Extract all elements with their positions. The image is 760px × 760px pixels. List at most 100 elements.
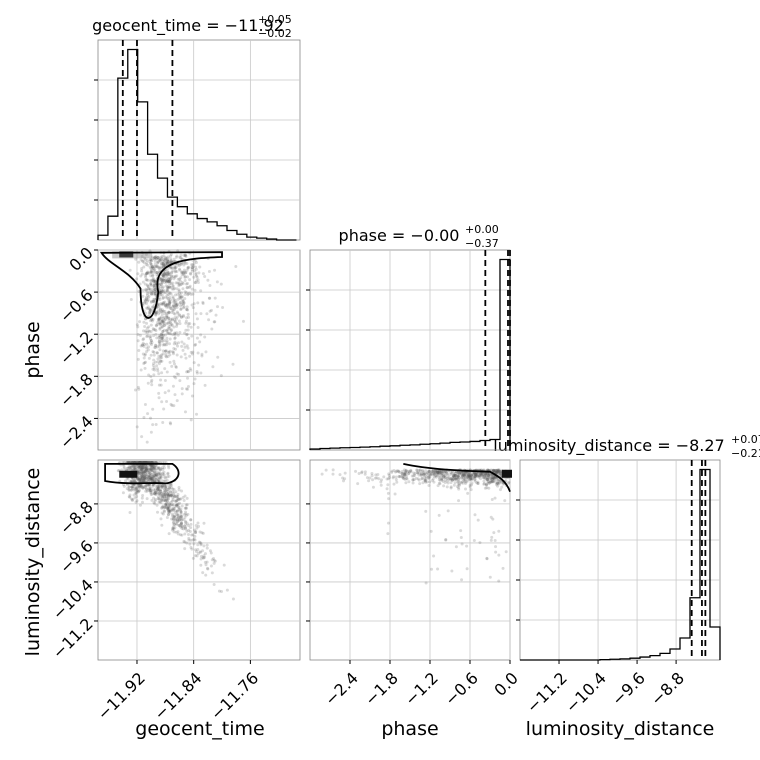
ld-vs-phase-scatter-point bbox=[497, 470, 501, 474]
ld-vs-geocent-scatter-point bbox=[157, 484, 161, 488]
ld-vs-phase-scatter-point bbox=[473, 477, 477, 481]
ld-vs-geocent-scatter-point bbox=[136, 477, 140, 481]
ld-vs-geocent-scatter-point bbox=[135, 486, 139, 490]
phase-vs-geocent-scatter-point bbox=[164, 255, 168, 259]
phase-vs-geocent-scatter-point bbox=[166, 286, 170, 290]
ld-vs-geocent-scatter-point bbox=[175, 494, 179, 498]
ld-vs-geocent-scatter-point bbox=[157, 472, 161, 476]
phase-vs-geocent-scatter-point bbox=[168, 303, 172, 307]
ld-vs-geocent-scatter-point bbox=[162, 470, 166, 474]
phase-vs-geocent-scatter-point bbox=[166, 321, 170, 325]
ld-vs-geocent-scatter-point bbox=[157, 488, 161, 492]
phase-vs-geocent-scatter-point bbox=[164, 295, 168, 299]
ld-vs-phase-scatter-point bbox=[446, 481, 450, 485]
ld-vs-phase-scatter-point bbox=[466, 478, 470, 482]
ld-vs-geocent-scatter-point bbox=[127, 495, 131, 499]
ld-vs-geocent-scatter-point bbox=[178, 524, 182, 528]
phase-vs-geocent-scatter-point bbox=[146, 334, 150, 338]
phase-vs-geocent-scatter-point bbox=[152, 353, 156, 357]
ld-vs-geocent-scatter-point bbox=[167, 510, 171, 514]
ld-vs-geocent-scatter-point bbox=[150, 492, 154, 496]
phase-vs-geocent-scatter-point bbox=[169, 266, 173, 270]
ld-vs-phase-scatter-point bbox=[453, 475, 457, 479]
phase-vs-geocent-scatter-point bbox=[165, 296, 169, 300]
ld-vs-phase-scatter-point bbox=[497, 480, 501, 484]
phase-vs-geocent-scatter-point bbox=[152, 350, 156, 354]
phase-vs-geocent-scatter-point bbox=[153, 256, 157, 260]
ld-vs-geocent-scatter-point bbox=[183, 532, 187, 536]
phase-vs-geocent-scatter-point bbox=[184, 254, 188, 258]
ld-vs-geocent-scatter-point bbox=[178, 515, 182, 519]
ld-vs-phase-scatter-point bbox=[452, 477, 456, 481]
ld-vs-phase-scatter-point bbox=[487, 474, 491, 478]
phase-vs-geocent-scatter-point bbox=[141, 329, 145, 333]
ld-vs-geocent-scatter-point bbox=[180, 521, 184, 525]
ld-vs-geocent-scatter-point bbox=[180, 533, 184, 537]
phase-vs-geocent-scatter-point bbox=[156, 320, 160, 324]
ld-vs-phase-scatter-point bbox=[439, 470, 443, 474]
ld-vs-phase-scatter-point bbox=[460, 474, 464, 478]
ld-vs-geocent-scatter-point bbox=[199, 542, 203, 546]
ld-vs-geocent-scatter-point bbox=[163, 483, 167, 487]
phase-vs-geocent-scatter-point bbox=[165, 261, 169, 265]
ld-vs-geocent-scatter-point bbox=[167, 486, 171, 490]
phase-vs-geocent-scatter-point bbox=[165, 370, 169, 374]
ld-vs-phase-scatter-point bbox=[460, 578, 464, 582]
phase-vs-geocent-scatter-point bbox=[142, 337, 146, 341]
ld-vs-phase-scatter-point bbox=[462, 477, 466, 481]
phase-vs-geocent-scatter-point bbox=[192, 264, 196, 268]
ld-vs-geocent-scatter-point bbox=[169, 493, 173, 497]
phase-vs-geocent-scatter-point bbox=[197, 363, 201, 367]
phase-vs-geocent-scatter-point bbox=[180, 295, 184, 299]
ld-vs-phase-scatter-point bbox=[493, 496, 497, 500]
ld-vs-phase-scatter-point bbox=[438, 470, 442, 474]
ld-vs-phase-scatter-point bbox=[497, 469, 501, 473]
phase-vs-geocent-scatter-point bbox=[155, 351, 159, 355]
ld-vs-geocent-scatter-point bbox=[153, 489, 157, 493]
ld-vs-phase-scatter-point bbox=[445, 472, 449, 476]
ld-vs-geocent-scatter-point bbox=[151, 477, 155, 481]
phase-vs-geocent-scatter-point bbox=[160, 336, 164, 340]
ld-vs-geocent-scatter-point bbox=[174, 509, 178, 513]
ld-vs-geocent-scatter-point bbox=[191, 556, 195, 560]
ld-vs-phase-scatter-point bbox=[492, 468, 496, 472]
ld-vs-phase-scatter-point bbox=[436, 471, 440, 475]
ld-vs-geocent-scatter-point bbox=[154, 464, 158, 468]
phase-vs-geocent-scatter-point bbox=[161, 275, 165, 279]
ld-vs-geocent-scatter-point bbox=[166, 491, 170, 495]
ld-vs-geocent-scatter-point bbox=[172, 491, 176, 495]
ld-vs-geocent-scatter-point bbox=[137, 474, 141, 478]
ld-vs-geocent-scatter-point bbox=[149, 477, 153, 481]
phase-vs-geocent-scatter-point bbox=[165, 256, 169, 260]
ld-vs-geocent-scatter-point bbox=[194, 524, 198, 528]
phase-vs-geocent-scatter-point bbox=[170, 271, 174, 275]
ld-vs-phase-scatter-point bbox=[417, 478, 421, 482]
ld-vs-phase-scatter-point bbox=[468, 476, 472, 480]
ld-vs-geocent-scatter-point bbox=[130, 479, 134, 483]
ld-vs-geocent-scatter-point bbox=[192, 542, 196, 546]
ld-vs-phase-scatter-point bbox=[495, 481, 499, 485]
phase-vs-geocent-scatter-point bbox=[207, 269, 211, 273]
geocent-time-axis-xtick-label: −11.84 bbox=[150, 668, 205, 723]
phase-vs-geocent-scatter-point bbox=[175, 372, 179, 376]
phase-vs-geocent-scatter-point bbox=[165, 339, 169, 343]
ld-vs-geocent-scatter-point bbox=[193, 530, 197, 534]
phase-vs-geocent-scatter-point bbox=[151, 363, 155, 367]
ld-vs-geocent-scatter-point bbox=[125, 487, 129, 491]
ld-vs-geocent-scatter-point bbox=[147, 475, 151, 479]
ld-vs-geocent-scatter-point bbox=[141, 470, 145, 474]
ld-vs-geocent-scatter-point bbox=[133, 485, 137, 489]
ld-vs-phase-scatter-point bbox=[494, 470, 498, 474]
phase-vs-geocent-scatter-point bbox=[151, 367, 155, 371]
ld-vs-geocent-scatter-point bbox=[170, 486, 174, 490]
ld-vs-phase-scatter-point bbox=[457, 477, 461, 481]
ld-vs-geocent-scatter-point bbox=[139, 474, 143, 478]
phase-vs-geocent-scatter-point bbox=[142, 361, 146, 365]
phase-vs-geocent-scatter-point bbox=[176, 303, 180, 307]
phase-vs-geocent-scatter-point bbox=[185, 262, 189, 266]
phase-vs-geocent-scatter-point bbox=[157, 391, 161, 395]
ld-vs-phase-scatter-point bbox=[493, 475, 497, 479]
phase-vs-geocent-scatter-point bbox=[170, 403, 174, 407]
ld-vs-phase-scatter-point bbox=[494, 468, 498, 472]
ld-vs-geocent-scatter-point bbox=[197, 540, 201, 544]
